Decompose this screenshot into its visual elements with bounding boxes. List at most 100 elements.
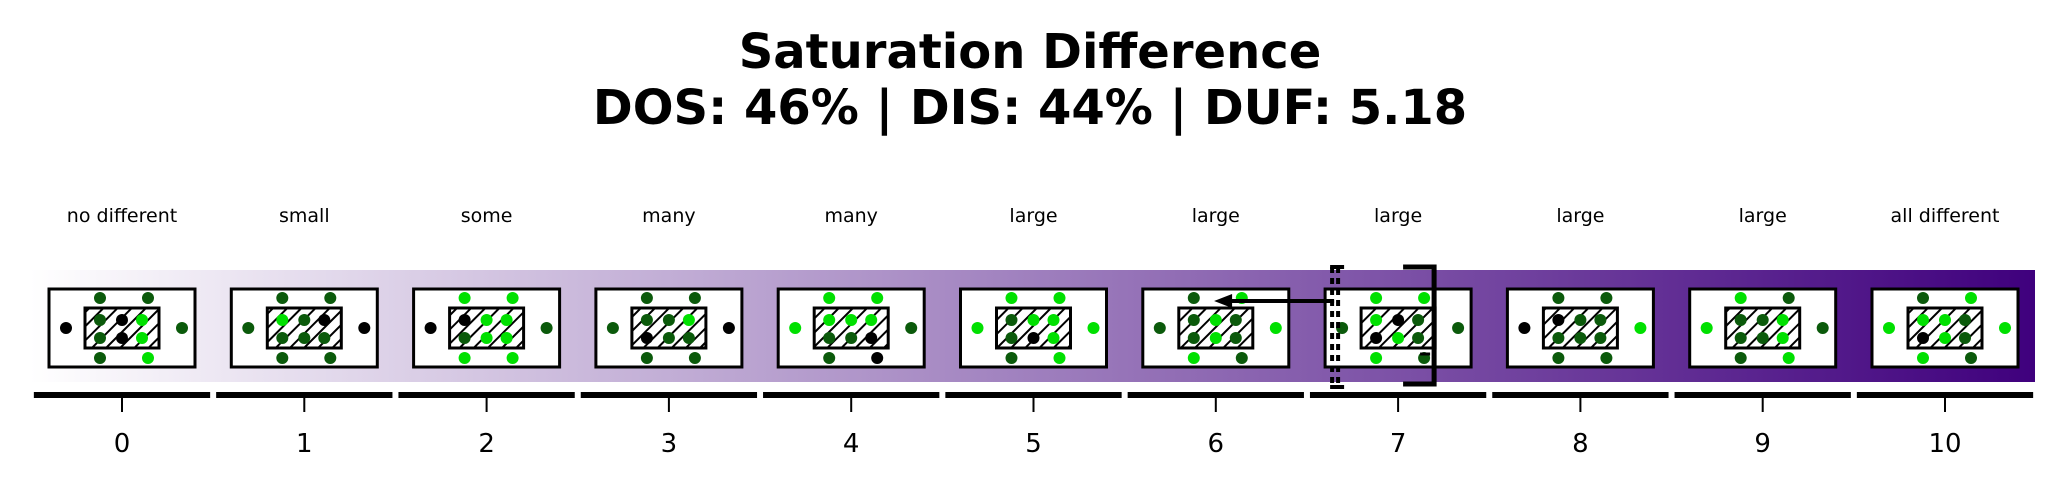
dot [1776,332,1789,344]
dot [1756,332,1769,344]
dot [1005,352,1018,364]
dot [1370,332,1383,344]
dot [94,292,106,304]
dot [823,314,836,326]
dot [1782,352,1795,364]
dot [176,322,188,334]
bin-label: small [279,205,330,227]
bin-2: some 2 [398,205,575,459]
dot [1027,314,1040,326]
dot [136,314,148,326]
dot [1917,292,1929,304]
dot [458,332,471,344]
bin-9: large 9 [1674,205,1851,459]
dot [640,352,653,364]
dot [1700,322,1713,334]
bin-label: all different [1891,205,2000,227]
bin-box [412,287,562,369]
dot [480,314,493,326]
bin-10: all different 10 [1856,205,2034,459]
dot [1027,332,1040,344]
dot [1518,322,1531,334]
dot [276,352,289,364]
dot [823,292,836,304]
dot [845,314,858,326]
dot [506,292,519,304]
dot [458,292,471,304]
dot [506,352,519,364]
bin-0: no different 0 [33,205,211,459]
dot [1187,314,1200,326]
tick-label: 8 [1572,429,1589,459]
dot [1600,292,1613,304]
dot [540,322,553,334]
dot [1187,352,1200,364]
bin-label: many [642,205,695,227]
dot [1269,322,1282,334]
tick-label: 4 [843,429,860,459]
dot [358,322,371,334]
dot [1452,322,1465,334]
chart-title: Saturation Difference [738,24,1322,80]
dot [640,332,653,344]
dot [1209,314,1222,326]
dot [1552,352,1565,364]
dot [865,332,878,344]
bin-label: large [1192,205,1240,227]
dot [1209,332,1222,344]
dot [1939,332,1951,344]
dot [276,292,289,304]
dot [722,322,735,334]
dot [1965,352,1977,364]
dot [1883,322,1895,334]
dot [1574,314,1587,326]
dot [1552,292,1565,304]
bin-box [47,287,197,369]
dot [298,314,311,326]
dot [971,322,984,334]
dot [1047,314,1060,326]
tick-label: 10 [1928,429,1961,459]
dot [424,322,437,334]
dot [94,352,106,364]
dot [640,292,653,304]
dot [823,332,836,344]
dot [1412,314,1425,326]
dot [276,314,289,326]
dot [662,332,675,344]
dot [1153,322,1166,334]
dot [1917,352,1929,364]
dot [1552,314,1565,326]
dot [1600,352,1613,364]
dot [1392,314,1405,326]
dot [1229,332,1242,344]
dot [688,292,701,304]
dot [871,352,884,364]
dot [1816,322,1829,334]
dot [1053,352,1066,364]
bin-label: some [461,205,513,227]
dot [1392,332,1405,344]
dot [1187,332,1200,344]
bin-3: many 3 [580,205,758,459]
dot [1412,332,1425,344]
dot [789,322,802,334]
dot [116,314,128,326]
dot [905,322,918,334]
solid-bracket [1403,264,1437,387]
tick-label: 9 [1754,429,1771,459]
bin-label: large [1739,205,1787,227]
dot [116,332,128,344]
tick-label: 2 [478,429,495,459]
dot [94,314,106,326]
dot [500,314,513,326]
dot [1418,292,1431,304]
dot [1235,352,1248,364]
bin-box [594,287,744,369]
dot [1734,314,1747,326]
tick-label: 6 [1208,429,1225,459]
bin-label: many [824,205,877,227]
dot [1959,314,1971,326]
bin-6: large 6 [1127,205,1304,459]
dot [1756,314,1769,326]
